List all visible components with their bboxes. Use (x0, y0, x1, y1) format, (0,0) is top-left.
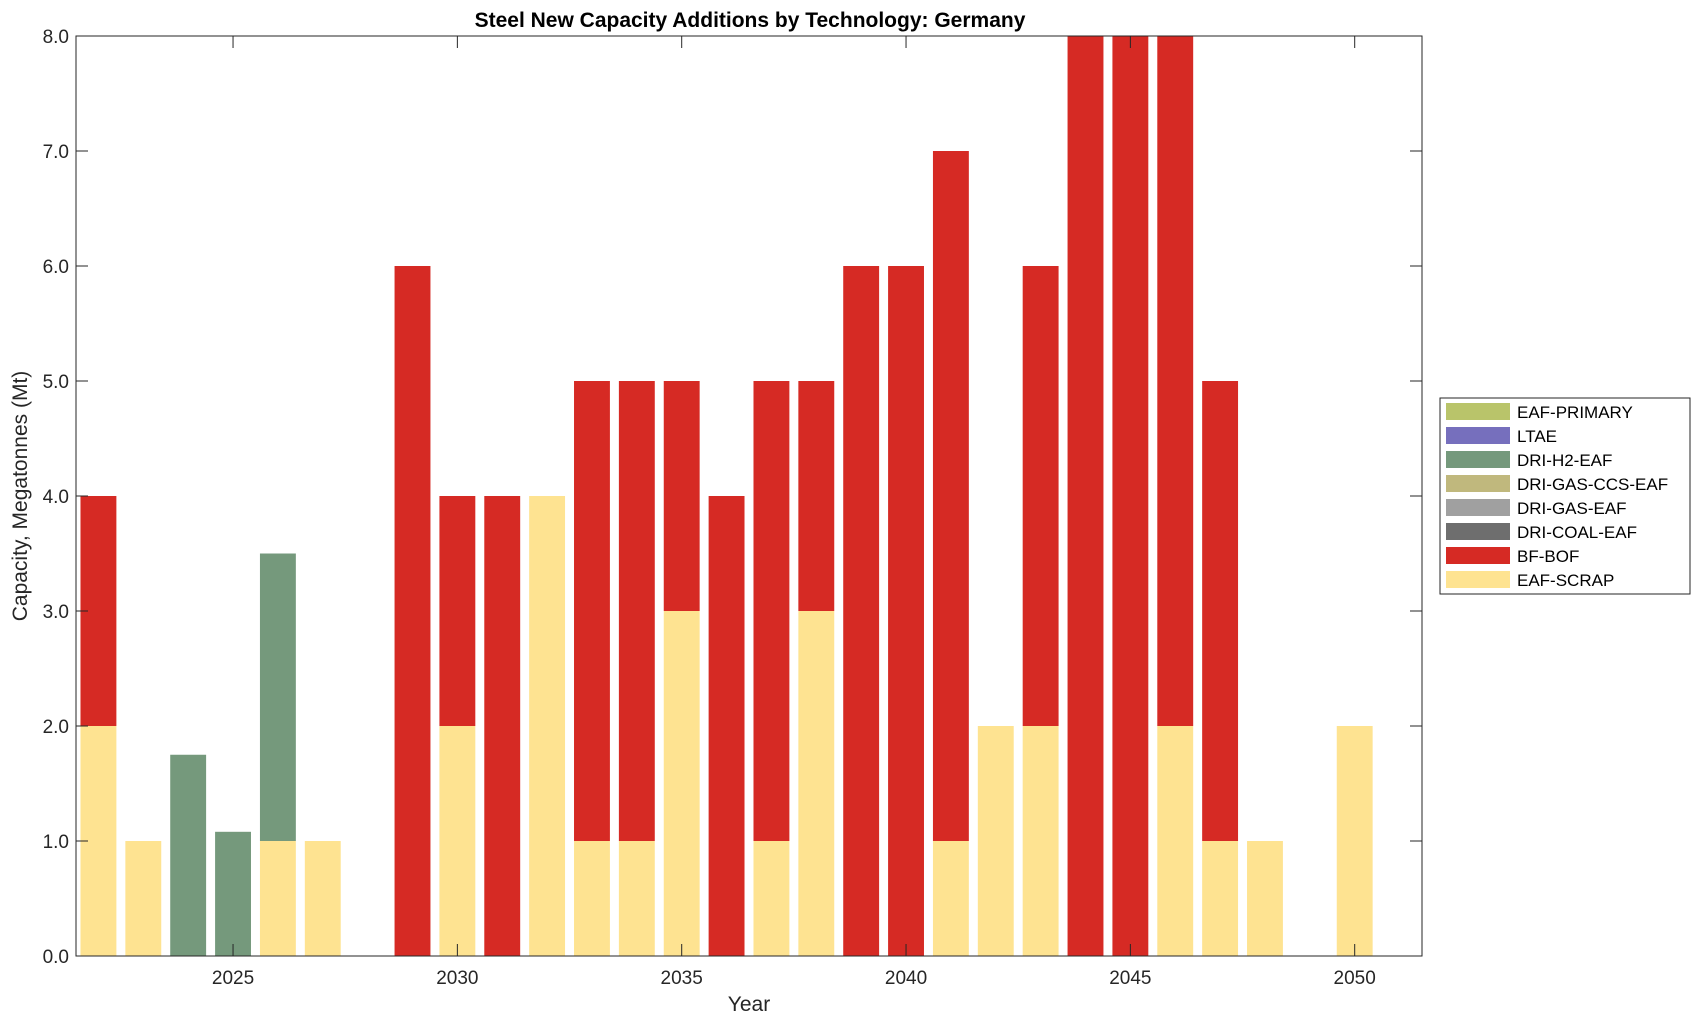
x-tick-label-2035: 2035 (661, 968, 703, 989)
legend-swatch-dri-h2-eaf (1446, 451, 1510, 468)
bar-eaf-scrap-2033 (574, 841, 610, 956)
y-tick-label-6: 6.0 (43, 257, 69, 278)
y-tick-label-3: 3.0 (43, 602, 69, 623)
bar-eaf-scrap-2042 (977, 726, 1014, 956)
legend: EAF-PRIMARY LTAE DRI-H2-EAF DRI-GAS-CCS-EAF… (1439, 397, 1691, 595)
bar-eaf-scrap-2023 (125, 841, 162, 956)
bar-eaf-scrap-2035 (663, 611, 700, 956)
bar-dri-h2-eaf-2025 (215, 831, 251, 956)
legend-swatch-dri-coal-eaf (1446, 523, 1510, 540)
bar-eaf-scrap-2027 (304, 841, 341, 956)
legend-label-eaf-scrap: EAF-SCRAP (1517, 571, 1614, 590)
y-tick-label-8: 8.0 (43, 27, 69, 48)
legend-label-bf-bof: BF-BOF (1517, 547, 1579, 566)
bar-bf-bof-2030 (439, 496, 476, 726)
bar-dri-h2-eaf-2026 (259, 553, 296, 841)
legend-label-ltae: LTAE (1517, 427, 1557, 446)
bar-bf-bof-2033 (574, 381, 610, 841)
bar-eaf-scrap-2050 (1336, 726, 1373, 956)
chart-title: Steel New Capacity Additions by Technolo… (475, 9, 1026, 32)
y-tick-label-0: 0.0 (43, 947, 69, 968)
legend-label-dri-coal-eaf: DRI-COAL-EAF (1517, 523, 1637, 542)
legend-swatch-dri-gas-ccs-eaf (1446, 475, 1510, 492)
legend-swatch-bf-bof (1446, 547, 1510, 564)
bar-bf-bof-2045 (1112, 36, 1149, 956)
bar-bf-bof-2035 (663, 381, 700, 611)
x-tick-label-2025: 2025 (212, 968, 254, 989)
y-tick-label-7: 7.0 (43, 142, 69, 163)
legend-label-dri-h2-eaf: DRI-H2-EAF (1517, 451, 1612, 470)
bar-eaf-scrap-2048 (1247, 841, 1283, 956)
legend-swatch-eaf-scrap (1446, 571, 1510, 588)
axis-ticks: 2025 2030 2035 2040 2045 2050 0.0 1.0 2.0 3.0 4.0 5… (43, 27, 1422, 989)
bar-bf-bof-2029 (394, 266, 431, 956)
bar-bf-bof-2044 (1067, 36, 1104, 956)
bar-eaf-scrap-2030 (439, 726, 476, 956)
bar-bf-bof-2047 (1202, 381, 1239, 841)
legend-label-dri-gas-eaf: DRI-GAS-EAF (1517, 499, 1627, 518)
legend-swatch-dri-gas-eaf (1446, 499, 1510, 516)
bar-bf-bof-2043 (1022, 266, 1059, 726)
x-tick-label-2030: 2030 (436, 968, 478, 989)
bar-eaf-scrap-2047 (1202, 841, 1239, 956)
bar-series-group (80, 36, 1373, 956)
bar-eaf-scrap-2041 (932, 841, 969, 956)
y-axis-label: Capacity, Megatonnes (Mt) (9, 371, 32, 622)
bar-eaf-scrap-2038 (798, 611, 835, 956)
legend-swatch-ltae (1446, 427, 1510, 444)
bar-bf-bof-2039 (843, 266, 880, 956)
bar-bf-bof-2040 (888, 266, 924, 956)
bar-bf-bof-2038 (798, 381, 835, 611)
bar-eaf-scrap-2026 (259, 841, 296, 956)
bar-bf-bof-2034 (618, 381, 655, 841)
bar-bf-bof-2046 (1157, 36, 1194, 726)
bar-eaf-scrap-2046 (1157, 726, 1194, 956)
bar-eaf-scrap-2037 (753, 841, 790, 956)
y-tick-label-1: 1.0 (43, 832, 69, 853)
x-axis-label: Year (728, 993, 770, 1016)
bar-eaf-scrap-2032 (529, 496, 566, 956)
bar-bf-bof-2031 (484, 496, 521, 956)
legend-label-dri-gas-ccs-eaf: DRI-GAS-CCS-EAF (1517, 475, 1668, 494)
y-tick-label-5: 5.0 (43, 372, 69, 393)
y-tick-label-4: 4.0 (43, 487, 69, 508)
bar-eaf-scrap-2034 (618, 841, 655, 956)
bar-eaf-scrap-2043 (1022, 726, 1059, 956)
x-tick-label-2050: 2050 (1334, 968, 1376, 989)
legend-label-eaf-primary: EAF-PRIMARY (1517, 403, 1633, 422)
bar-bf-bof-2036 (708, 496, 745, 956)
bar-bf-bof-2037 (753, 381, 790, 841)
y-tick-label-2: 2.0 (43, 717, 69, 738)
bar-dri-h2-eaf-2024 (170, 754, 207, 956)
bar-bf-bof-2041 (932, 151, 969, 841)
x-tick-label-2040: 2040 (885, 968, 927, 989)
legend-swatch-eaf-primary (1446, 403, 1510, 420)
x-tick-label-2045: 2045 (1109, 968, 1151, 989)
